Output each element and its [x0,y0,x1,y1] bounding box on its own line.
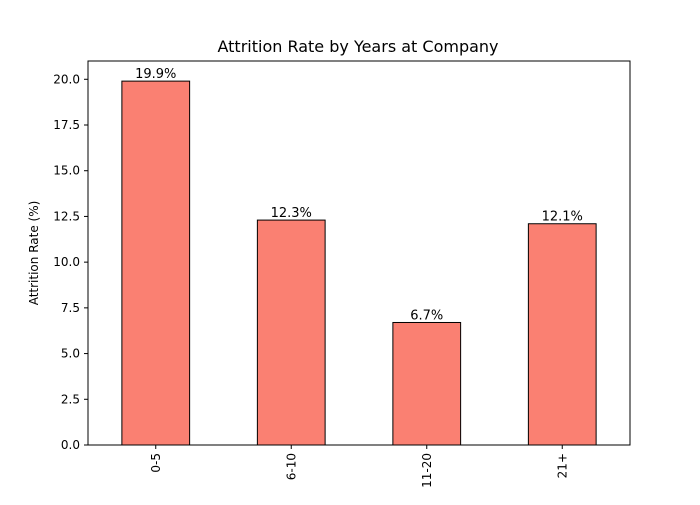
x-tick-label: 21+ [555,453,569,478]
x-tick-label: 0-5 [149,453,163,473]
y-tick-label: 10.0 [53,255,80,269]
y-tick-label: 2.5 [61,392,80,406]
y-axis-label: Attrition Rate (%) [27,201,41,306]
y-tick-label: 20.0 [53,72,80,86]
y-tick-label: 7.5 [61,301,80,315]
axes-frame [87,60,631,446]
data-label: 6.7% [410,308,443,323]
y-tick-label: 15.0 [53,164,80,178]
y-tick-label: 0.0 [61,438,80,452]
x-tick-label: 11-20 [420,453,434,488]
data-label: 19.9% [135,67,176,82]
plot-area: 19.9% 0-5 12.3% 6-10 6.7% 11-20 12.1% 21+ 0.0 2.5… [53,60,631,488]
y-tick-label: 5.0 [61,347,80,361]
bar [527,223,597,446]
data-label: 12.1% [542,210,583,225]
bar [392,321,462,446]
data-label: 12.3% [271,206,312,221]
y-tick-label: 17.5 [53,118,80,132]
bar [256,219,326,446]
y-tick-label: 12.5 [53,209,80,223]
x-tick-label: 6-10 [284,453,298,480]
chart-title: Attrition Rate by Years at Company [217,37,498,56]
bar [121,80,191,446]
